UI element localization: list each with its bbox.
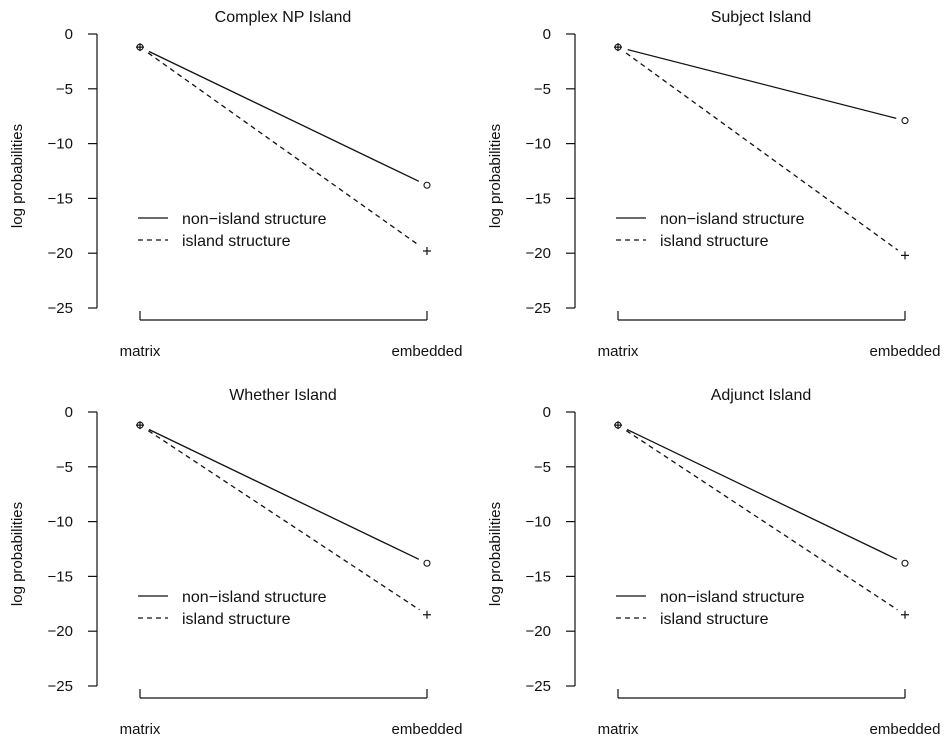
y-tick-label: −5	[56, 81, 73, 98]
data-point-plus	[136, 421, 144, 430]
chart-title: Complex NP Island	[215, 9, 352, 26]
legend-label: non−island structure	[182, 211, 327, 228]
y-tick-label: −20	[526, 245, 551, 262]
chart-title: Adjunct Island	[711, 387, 812, 404]
data-point-plus	[901, 610, 909, 619]
data-point-plus	[423, 610, 431, 619]
chart-panel-2: Subject Island 0 −5 −10 −15 −20 −25 log probabi…	[487, 9, 940, 360]
x-tick-label: embedded	[392, 343, 463, 360]
y-tick-label: −10	[48, 136, 73, 153]
y-tick-label: 0	[543, 404, 551, 421]
legend-label: non−island structure	[182, 589, 327, 606]
y-tick-label: −15	[526, 568, 551, 585]
series-line-island	[147, 430, 420, 611]
y-tick-label: −15	[526, 190, 551, 207]
series-line-non-island	[627, 49, 897, 119]
y-tick-label: 0	[65, 26, 73, 43]
x-tick-label: matrix	[598, 343, 639, 360]
x-tick-label: embedded	[870, 343, 941, 360]
y-tick-label: −20	[48, 623, 73, 640]
y-axis-label: log probabilities	[9, 502, 26, 606]
y-tick-label: −25	[48, 300, 73, 317]
series-line-non-island	[148, 428, 420, 560]
y-tick-label: −5	[534, 81, 551, 98]
y-tick-label: −20	[526, 623, 551, 640]
y-tick-label: −25	[526, 300, 551, 317]
data-point-plus	[423, 247, 431, 256]
data-point-plus	[614, 421, 622, 430]
y-tick-label: −15	[48, 568, 73, 585]
y-tick-label: 0	[65, 404, 73, 421]
chart-panel-3: Whether Island 0 −5 −10 −15 −20 −25 log probabi…	[9, 387, 462, 738]
y-axis-label: log probabilities	[9, 124, 26, 228]
data-point-circle	[901, 559, 909, 567]
y-axis-label: log probabilities	[487, 124, 504, 228]
legend-label: island structure	[182, 233, 291, 250]
chart-title: Whether Island	[229, 387, 337, 404]
legend-label: non−island structure	[660, 589, 805, 606]
legend-label: island structure	[660, 233, 769, 250]
data-point-circle	[901, 117, 909, 125]
y-tick-label: −25	[48, 678, 73, 695]
y-tick-label: −25	[526, 678, 551, 695]
legend-label: island structure	[660, 611, 769, 628]
x-tick-label: matrix	[120, 343, 161, 360]
y-tick-label: −10	[526, 514, 551, 531]
legend-label: island structure	[182, 611, 291, 628]
series-line-non-island	[148, 50, 420, 182]
y-tick-label: −20	[48, 245, 73, 262]
x-tick-label: embedded	[392, 721, 463, 738]
y-tick-label: −5	[534, 459, 551, 476]
y-tick-label: −5	[56, 459, 73, 476]
data-point-plus	[614, 43, 622, 52]
series-line-non-island	[626, 428, 898, 560]
series-line-island	[625, 52, 899, 251]
y-tick-label: −10	[526, 136, 551, 153]
chart-panel-1: Complex NP Island 0 −5 −10 −15 −20 −25 log prob…	[9, 9, 462, 360]
chart-title: Subject Island	[711, 9, 812, 26]
legend-label: non−island structure	[660, 211, 805, 228]
series-line-island	[147, 52, 421, 247]
y-tick-label: 0	[543, 26, 551, 43]
data-point-circle	[423, 181, 431, 189]
y-tick-label: −10	[48, 514, 73, 531]
x-tick-label: matrix	[598, 721, 639, 738]
data-point-plus	[136, 43, 144, 52]
y-axis-label: log probabilities	[487, 502, 504, 606]
y-tick-label: −15	[48, 190, 73, 207]
data-point-circle	[423, 559, 431, 567]
chart-panel-4: Adjunct Island 0 −5 −10 −15 −20 −25 log probabi…	[487, 387, 940, 738]
x-tick-label: embedded	[870, 721, 941, 738]
x-tick-label: matrix	[120, 721, 161, 738]
data-point-plus	[901, 251, 909, 260]
series-line-island	[625, 430, 898, 611]
